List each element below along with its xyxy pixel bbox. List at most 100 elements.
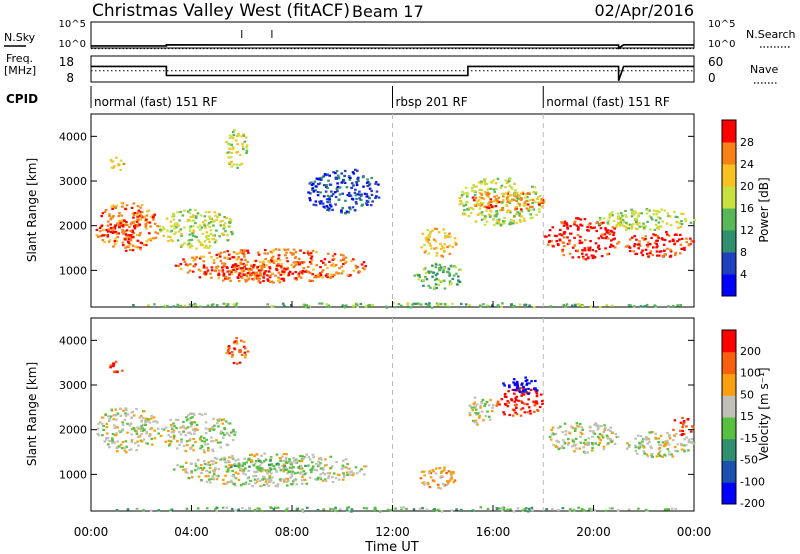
date-label: 02/Apr/2016 [594, 1, 694, 20]
vel-heat-echo-region-0 [96, 407, 160, 454]
nsky-plot [91, 30, 695, 50]
vel-axes-ytick-label-0: 4000 [59, 334, 87, 347]
nsearch-label: N.Search [746, 28, 796, 41]
vel-heat-echo-region-8 [495, 386, 544, 417]
nave-label: Nave [750, 63, 778, 76]
power-heat-echo-region-7 [307, 168, 381, 215]
x-tick-label-0: 00:00 [74, 525, 109, 539]
power-cbar-swatch-5 [722, 164, 736, 187]
vel-cbar-swatch-3 [722, 417, 736, 440]
power-heat-echo-region-6 [225, 128, 249, 169]
vel-heat-echo-region-7 [468, 396, 495, 426]
nsky-series-0 [91, 43, 695, 50]
power-axes-ytick-label-0: 4000 [59, 130, 87, 143]
power-heat-echo-region-13 [624, 231, 695, 258]
freq-frame [90, 55, 695, 83]
power-axes-ytick-label-1: 3000 [59, 175, 87, 188]
vel-cbar-tick-3: 15 [740, 410, 754, 423]
cpid-label: CPID [6, 92, 38, 106]
radar-title: Christmas Valley West (fitACF) [92, 1, 350, 21]
freq-series [91, 65, 694, 81]
nave-tick-top: 60 [708, 55, 723, 69]
vel-axes-ytick-label-3: 1000 [59, 468, 87, 481]
vel-heat-echo-region-6 [419, 466, 457, 490]
vel-cbar-swatch-0 [722, 482, 736, 505]
x-tick-label-3: 12:00 [375, 525, 410, 539]
velocity-heatmap [96, 318, 696, 513]
vel-heat-echo-region-4 [109, 360, 124, 374]
freq-unit: [MHz] [4, 64, 36, 77]
x-tick-label-6: 00:00 [677, 525, 712, 539]
power-heatmap [95, 114, 697, 309]
vel-heat-echo-region-2 [173, 452, 368, 488]
nsky-right-tick-top: 10^5 [708, 19, 735, 30]
power-cbar-tick-0: 28 [740, 136, 754, 149]
power-cbar-tick-1: 24 [740, 158, 754, 171]
nsky-tick-bottom: 10^0 [59, 39, 86, 50]
vel-axes-ytick-label-1: 3000 [59, 379, 87, 392]
power-cbar-frame [721, 119, 737, 297]
power-heat-echo-region-12 [543, 217, 621, 261]
vel-cbar-swatch-4 [722, 395, 736, 418]
vel-cbar-tick-4: -15 [740, 432, 758, 445]
vel-heat-echo-region-5 [225, 337, 250, 365]
vel-cbar-swatch-1 [722, 460, 736, 483]
vel-cbar-swatch-6 [722, 351, 736, 374]
cpid-label-0: normal (fast) 151 RF [94, 95, 218, 109]
power-heat-echo-region-10 [458, 177, 546, 227]
power-heat-echo-region-4 [191, 263, 307, 279]
power-axes: 4000 3000 2000 1000 [59, 130, 695, 307]
vel-cbar-tick-6: -100 [740, 475, 765, 488]
power-cbar-tick-2: 20 [740, 180, 754, 193]
velocity-ylabel: Slant Range [km] [25, 362, 39, 466]
vel-heat-echo-region-11 [625, 430, 696, 459]
power-cbar-tick-5: 8 [740, 246, 747, 259]
power-cbar-swatch-3 [722, 208, 736, 231]
power-cbar-swatch-2 [722, 230, 736, 253]
power-heat-echo-region-14 [598, 208, 697, 231]
vel-heat-echo-region-12 [672, 416, 695, 437]
x-tick-label-5: 20:00 [576, 525, 611, 539]
nsky-right-tick-bottom: 10^0 [708, 39, 735, 50]
freq-tick-top: 18 [59, 55, 74, 69]
beam-label: Beam 17 [352, 2, 424, 21]
x-tick-label-4: 16:00 [476, 525, 511, 539]
power-cbar-swatch-0 [722, 274, 736, 297]
nsky-label: N.Sky [4, 31, 36, 44]
power-axes-ytick-label-2: 2000 [59, 220, 87, 233]
cpid-row: normal (fast) 151 RF rbsp 201 RF normal (f… [90, 86, 670, 109]
vel-cbar-tick-2: 50 [740, 388, 754, 401]
velocity-colorbar: 200 100 50 15 -15 -50 -100 -200 [721, 329, 765, 510]
x-tick-label-1: 04:00 [174, 525, 209, 539]
power-heat-echo-region-5 [109, 156, 126, 171]
nsky-tick-top: 10^5 [59, 19, 86, 30]
x-axis-label: Time UT [364, 540, 418, 554]
power-axes-ytick-label-3: 1000 [59, 264, 87, 277]
power-heat-echo-region-11 [471, 191, 545, 212]
vel-cbar-tick-1: 100 [740, 367, 761, 380]
power-heat-echo-region-9 [413, 262, 462, 290]
vel-heat-echo-region-9 [502, 376, 539, 395]
vel-heat-echo-region-3 [230, 459, 323, 474]
power-cbar-tick-4: 12 [740, 224, 754, 237]
power-colorbar-label: Power [dB] [757, 177, 771, 242]
velocity-axes: 4000 3000 2000 1000 [59, 334, 695, 511]
vel-heat-echo-region-13 [115, 506, 677, 513]
power-heat-echo-region-15 [132, 302, 682, 309]
power-cbar-swatch-1 [722, 252, 736, 275]
power-cbar-swatch-6 [722, 142, 736, 165]
power-cbar-tick-6: 4 [740, 268, 747, 281]
power-heat-echo-region-1 [106, 219, 141, 241]
vel-cbar-tick-7: -200 [740, 497, 765, 510]
vel-heat-echo-region-10 [548, 422, 620, 454]
power-cbar-tick-3: 16 [740, 202, 754, 215]
freq-label: Freq. [6, 52, 33, 65]
freq-plot [91, 65, 694, 81]
power-heat-echo-region-0 [95, 201, 162, 252]
x-tick-label-2: 08:00 [275, 525, 310, 539]
power-cbar-swatch-4 [722, 186, 736, 209]
nave-tick-bottom: 0 [708, 71, 716, 85]
x-axis-ticks: 00:00 04:00 08:00 12:00 16:00 20:00 00:00 [74, 525, 712, 539]
power-ylabel: Slant Range [km] [25, 158, 39, 262]
